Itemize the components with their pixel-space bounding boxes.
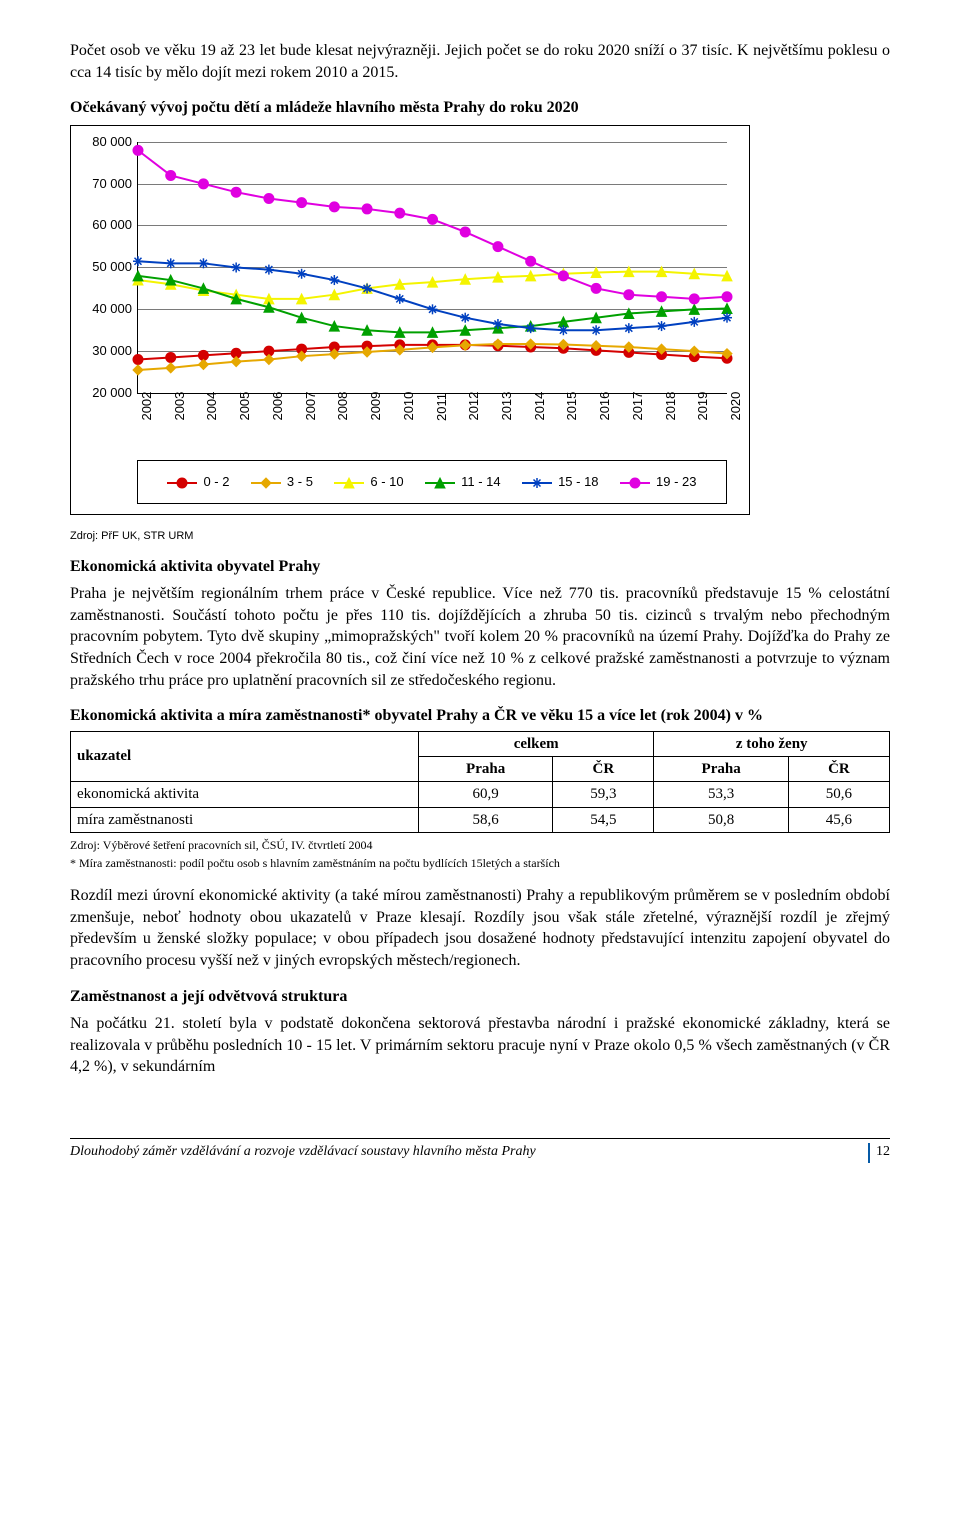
x-tick-label: 2008 [334, 392, 352, 421]
x-tick-label: 2007 [302, 392, 320, 421]
x-tick-label: 2012 [465, 392, 483, 421]
x-tick-label: 2009 [367, 392, 385, 421]
x-tick-label: 2002 [138, 392, 156, 421]
x-tick-label: 2016 [596, 392, 614, 421]
econ-table: ukazatel celkem z toho ženy Praha ČR Pra… [70, 731, 890, 833]
chart-legend: 0 - 2 3 - 5 6 - 10 11 - 14 15 - 18 19 - 23 [137, 460, 727, 504]
table-title: Ekonomická aktivita a míra zaměstnanosti… [70, 705, 890, 727]
diff-paragraph: Rozdíl mezi úrovní ekonomické aktivity (… [70, 885, 890, 971]
x-tick-label: 2010 [400, 392, 418, 421]
table-row: míra zaměstnanosti 58,6 54,5 50,8 45,6 [71, 807, 890, 832]
table-note: * Míra zaměstnanosti: podíl počtu osob s… [70, 855, 890, 871]
legend-item: 6 - 10 [334, 473, 403, 491]
x-tick-label: 2020 [727, 392, 745, 421]
x-tick-label: 2019 [694, 392, 712, 421]
th-praha-1: Praha [418, 757, 552, 782]
x-tick-label: 2014 [531, 392, 549, 421]
th-ukazatel: ukazatel [71, 731, 419, 782]
y-tick-label: 80 000 [80, 133, 132, 151]
x-tick-label: 2006 [269, 392, 287, 421]
econ-paragraph: Praha je největším regionálním trhem prá… [70, 583, 890, 691]
y-tick-label: 60 000 [80, 217, 132, 235]
chart-source: Zdroj: PřF UK, STR URM [70, 529, 890, 544]
footer-page-number: 12 [876, 1143, 890, 1162]
page-footer: Dlouhodobý záměr vzdělávání a rozvoje vz… [70, 1138, 890, 1163]
x-tick-label: 2005 [236, 392, 254, 421]
legend-item: 3 - 5 [251, 473, 313, 491]
y-tick-label: 50 000 [80, 259, 132, 277]
x-tick-label: 2017 [629, 392, 647, 421]
th-ztoho: z toho ženy [654, 731, 890, 756]
x-tick-label: 2018 [662, 392, 680, 421]
footer-text: Dlouhodobý záměr vzdělávání a rozvoje vz… [70, 1143, 536, 1163]
th-praha-2: Praha [654, 757, 788, 782]
legend-item: 19 - 23 [620, 473, 696, 491]
intro-paragraph: Počet osob ve věku 19 až 23 let bude kle… [70, 40, 890, 83]
population-chart: 20 000 30 000 40 000 50 000 60 000 70 000 80 0… [70, 125, 750, 515]
y-tick-label: 40 000 [80, 300, 132, 318]
chart-title: Očekávaný vývoj počtu dětí a mládeže hla… [70, 97, 890, 119]
econ-heading: Ekonomická aktivita obyvatel Prahy [70, 556, 890, 578]
footer-bar-icon [868, 1143, 870, 1163]
legend-item: 15 - 18 [522, 473, 598, 491]
x-tick-label: 2013 [498, 392, 516, 421]
th-cr-2: ČR [788, 757, 889, 782]
y-tick-label: 30 000 [80, 342, 132, 360]
y-tick-label: 70 000 [80, 175, 132, 193]
x-tick-label: 2015 [563, 392, 581, 421]
legend-item: 0 - 2 [167, 473, 229, 491]
x-tick-label: 2004 [203, 392, 221, 421]
employment-heading: Zaměstnanost a její odvětvová struktura [70, 986, 890, 1008]
table-row: ekonomická aktivita 60,9 59,3 53,3 50,6 [71, 782, 890, 807]
th-cr-1: ČR [553, 757, 654, 782]
legend-item: 11 - 14 [425, 473, 501, 491]
employment-paragraph: Na počátku 21. století byla v podstatě d… [70, 1013, 890, 1078]
th-celkem: celkem [418, 731, 654, 756]
x-tick-label: 2003 [171, 392, 189, 421]
y-tick-label: 20 000 [80, 384, 132, 402]
x-tick-label: 2011 [433, 393, 451, 421]
table-source: Zdroj: Výběrové šetření pracovních sil, … [70, 837, 890, 853]
